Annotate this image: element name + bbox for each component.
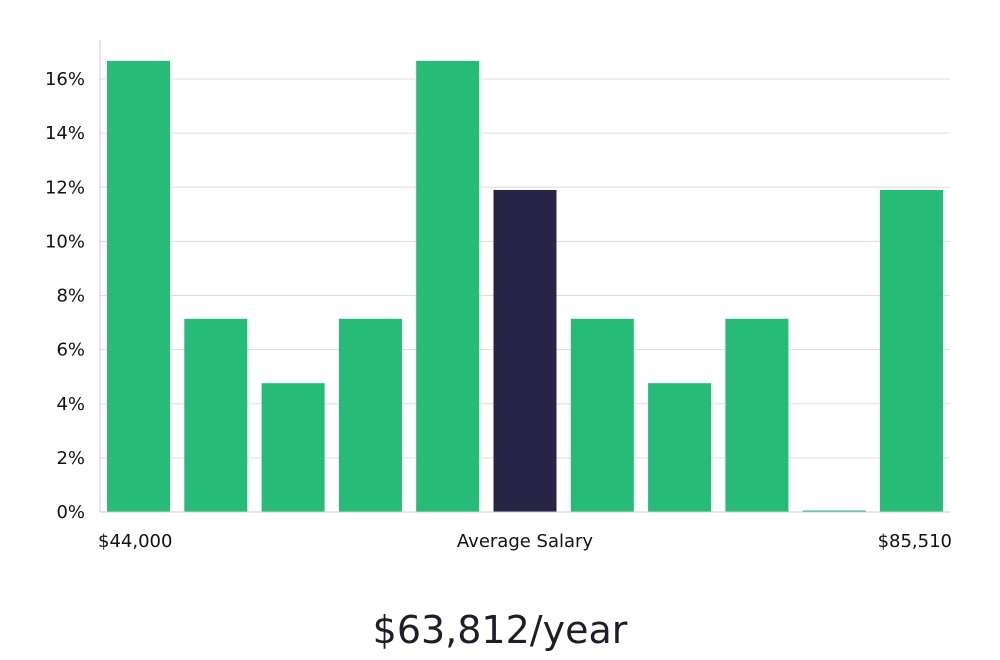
bar <box>107 60 170 512</box>
y-tick-label: 8% <box>56 286 85 307</box>
y-tick-label: 10% <box>45 231 85 252</box>
bar <box>184 318 248 512</box>
bar-average-salary <box>493 189 557 513</box>
y-tick-label: 4% <box>56 394 85 415</box>
y-tick-label: 14% <box>45 123 85 144</box>
bar <box>725 318 789 512</box>
bars <box>107 60 943 513</box>
bar <box>802 510 866 512</box>
bar <box>880 189 943 513</box>
bar <box>570 318 634 512</box>
y-axis-ticks: 0% 2% 4% 6% 8% 10% 12% 14% 16% <box>45 69 85 523</box>
average-salary-value: $63,812/year <box>372 608 628 652</box>
y-tick-label: 16% <box>45 69 85 90</box>
bar <box>648 383 712 512</box>
x-min-label: $44,000 <box>98 531 172 552</box>
x-axis-title: Average Salary <box>457 531 594 552</box>
y-tick-label: 6% <box>56 340 85 361</box>
y-tick-label: 2% <box>56 448 85 469</box>
y-tick-label: 0% <box>56 502 85 523</box>
salary-histogram-chart: 0% 2% 4% 6% 8% 10% 12% 14% 16% $44,000 Average S… <box>45 40 952 552</box>
bar <box>416 60 480 512</box>
y-tick-label: 12% <box>45 177 85 198</box>
x-max-label: $85,510 <box>878 531 952 552</box>
bar <box>261 383 325 512</box>
bar <box>338 318 402 512</box>
